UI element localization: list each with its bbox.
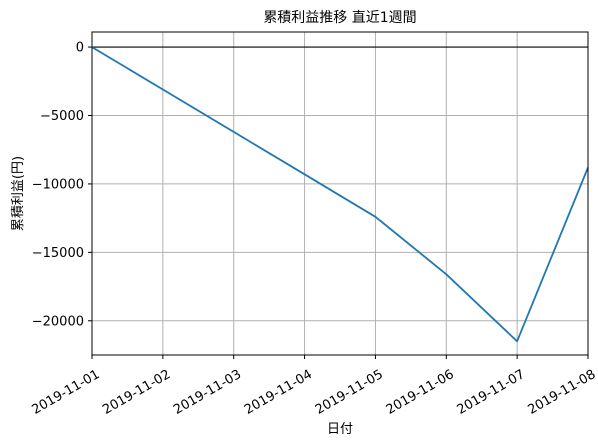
x-tick-label: 2019-11-02: [100, 367, 173, 418]
x-tick-label: 2019-11-01: [29, 367, 102, 418]
x-tick-label: 2019-11-04: [242, 367, 315, 418]
x-tick-label: 2019-11-06: [384, 367, 457, 418]
grid-layer: [91, 32, 589, 355]
x-tick-label: 2019-11-07: [455, 367, 528, 418]
y-tick-label: −15000: [32, 246, 84, 261]
series-layer: [91, 46, 589, 343]
y-tick-label: 0: [76, 41, 84, 56]
y-tick-label: −20000: [32, 314, 84, 329]
series-line: [91, 46, 589, 343]
x-axis-title: 日付: [327, 422, 353, 437]
x-tick-label: 2019-11-03: [171, 367, 244, 418]
y-tick-label: −5000: [40, 109, 84, 124]
x-tick-layer: 2019-11-012019-11-022019-11-032019-11-04…: [29, 355, 598, 418]
y-tick-layer: 0 −5000 −10000 −15000 −20000: [32, 41, 92, 329]
plot-frame: [91, 31, 589, 356]
chart-title: 累積利益推移 直近1週間: [263, 9, 416, 26]
x-tick-label: 2019-11-05: [313, 367, 386, 418]
y-axis-title: 累積利益(円): [11, 156, 26, 231]
y-tick-label: −10000: [32, 177, 84, 192]
x-tick-label: 2019-11-08: [525, 367, 598, 418]
